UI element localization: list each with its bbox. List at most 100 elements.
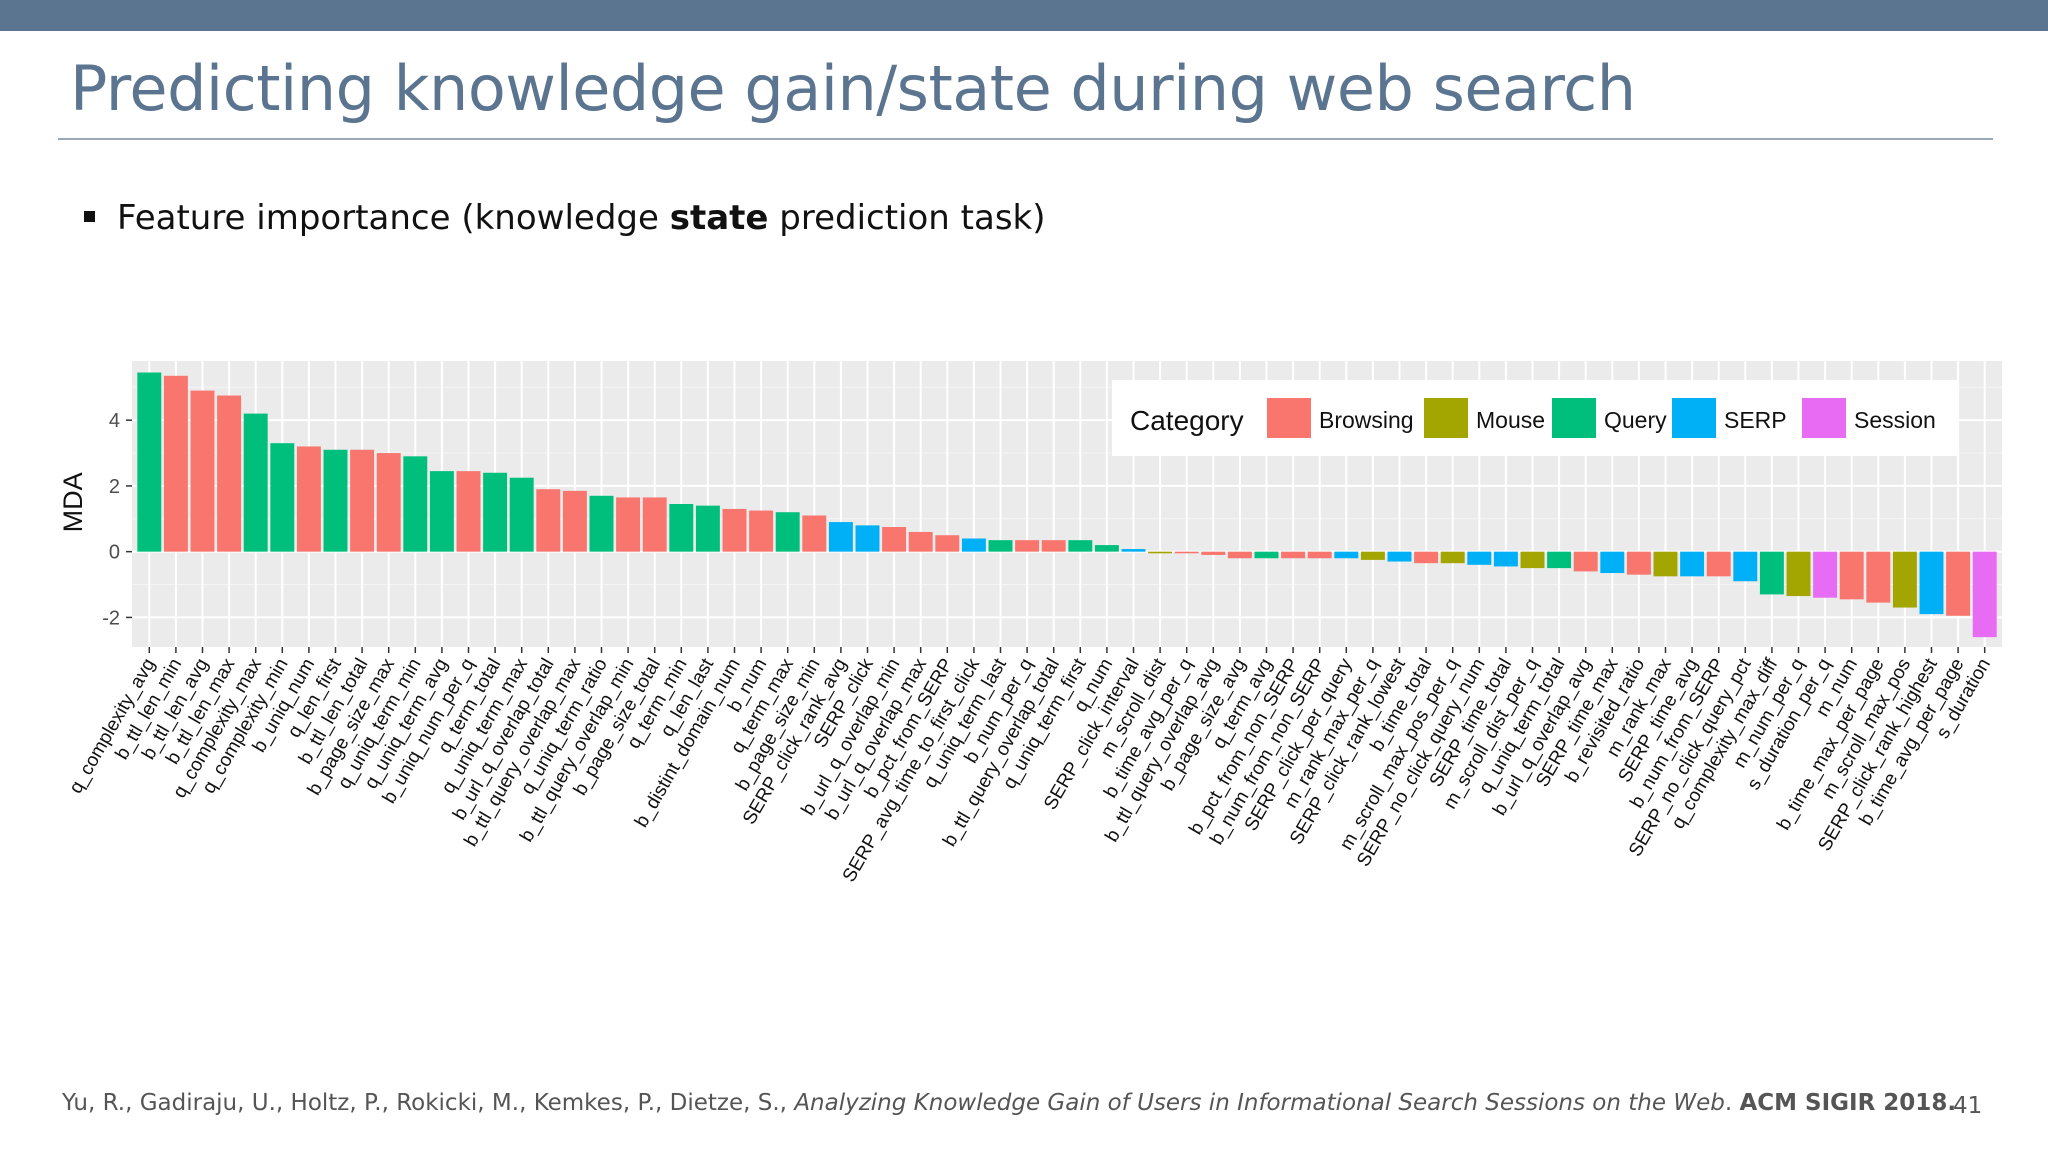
legend-key-browsing xyxy=(1267,398,1311,438)
legend-key-mouse xyxy=(1424,398,1468,438)
bar-b_ttl_len_min xyxy=(163,375,188,552)
bar-b_pct_from_non_SERP xyxy=(1281,551,1306,559)
bar-b_page_size_min xyxy=(802,515,827,552)
bullet-item: Feature importance (knowledge state pred… xyxy=(84,198,1046,238)
citation-authors: Yu, R., Gadiraju, U., Holtz, P., Rokicki… xyxy=(62,1090,795,1116)
bar-SERP_avg_time_to_first_click xyxy=(961,538,986,552)
citation-title: Analyzing Knowledge Gain of Users in Inf… xyxy=(794,1090,1725,1116)
legend-label-query: Query xyxy=(1604,407,1667,433)
citation-separator: . xyxy=(1724,1090,1740,1116)
legend-label-mouse: Mouse xyxy=(1476,407,1545,433)
bar-s_duration_per_q xyxy=(1813,551,1838,598)
y-tick-label: 2 xyxy=(109,476,120,498)
legend-title: Category xyxy=(1130,405,1244,436)
bar-SERP_time_max xyxy=(1600,551,1625,574)
bar-b_ttl_query_overlap_avg xyxy=(1201,551,1226,555)
bar-SERP_time_avg xyxy=(1680,551,1705,577)
bar-b_url_q_overlap_max xyxy=(908,531,933,552)
bar-q_complexity_max_diff xyxy=(1759,551,1784,595)
bullet-text-bold: state xyxy=(669,198,769,238)
bar-b_num_per_q xyxy=(1015,540,1040,552)
legend-key-session xyxy=(1802,398,1846,438)
bar-b_uniq_num_per_q xyxy=(456,471,481,552)
bar-b_page_size_total xyxy=(642,497,667,552)
bar-b_time_avg_per_page xyxy=(1946,551,1971,616)
bar-q_complexity_max xyxy=(243,413,268,552)
bar-q_term_max xyxy=(775,512,800,552)
bar-q_uniq_term_total xyxy=(1547,551,1572,569)
bar-q_uniq_term_ratio xyxy=(589,495,614,552)
bar-b_ttl_len_max xyxy=(217,395,242,552)
bar-m_scroll_dist xyxy=(1148,551,1173,554)
bar-SERP_click_per_query xyxy=(1334,551,1359,559)
bar-q_uniq_term_first xyxy=(1068,540,1093,552)
bar-b_page_size_max xyxy=(376,453,401,552)
bar-q_len_last xyxy=(695,505,720,552)
bar-SERP_click_rank_lowest xyxy=(1387,551,1412,562)
bar-m_scroll_max_pos_per_q xyxy=(1440,551,1465,564)
legend-label-session: Session xyxy=(1854,407,1936,433)
bar-q_uniq_term_avg xyxy=(429,471,454,552)
bar-q_term_avg xyxy=(1254,551,1279,559)
bar-b_time_avg_per_q xyxy=(1174,551,1199,554)
bar-q_complexity_avg xyxy=(137,372,162,552)
bar-b_url_q_overlap_avg xyxy=(1573,551,1598,572)
bar-SERP_time_total xyxy=(1493,551,1518,567)
bar-q_uniq_term_max xyxy=(509,477,534,552)
bar-q_term_min xyxy=(669,504,694,552)
page-number: 41 xyxy=(1953,1093,1983,1119)
bar-b_pct_from_SERP xyxy=(935,535,960,552)
bar-b_num_from_SERP xyxy=(1706,551,1731,577)
bar-b_revisited_ratio xyxy=(1626,551,1651,575)
bar-b_time_total xyxy=(1414,551,1439,564)
bar-b_num_from_non_SERP xyxy=(1307,551,1332,559)
bar-b_url_q_overlap_min xyxy=(882,527,907,552)
bullet-text-pre: Feature importance (knowledge xyxy=(117,198,670,238)
feature-importance-chart: -2024MDAq_complexity_avgb_ttl_len_minb_t… xyxy=(58,361,2002,886)
bar-b_ttl_query_overlap_total xyxy=(1041,540,1066,552)
bar-q_term_total xyxy=(483,472,508,552)
bar-b_ttl_query_overlap_min xyxy=(616,497,641,552)
slide-title: Predicting knowledge gain/state during w… xyxy=(70,52,1636,125)
bar-m_rank_max xyxy=(1653,551,1678,577)
legend-key-serp xyxy=(1672,398,1716,438)
bar-SERP_click xyxy=(855,525,880,552)
legend-label-browsing: Browsing xyxy=(1319,407,1414,433)
bar-SERP_no_click_query_num xyxy=(1467,551,1492,565)
y-axis-label: MDA xyxy=(58,472,88,532)
bar-m_num xyxy=(1839,551,1864,600)
bar-m_scroll_dist_per_q xyxy=(1520,551,1545,569)
bar-q_num xyxy=(1094,545,1119,552)
bullet-marker-icon xyxy=(84,211,95,222)
bar-b_ttl_len_avg xyxy=(190,390,215,552)
bar-b_url_q_overlap_total xyxy=(536,489,561,552)
top-bar xyxy=(0,0,2048,31)
y-tick-label: 4 xyxy=(109,410,120,432)
bar-m_scroll_max_pos xyxy=(1892,551,1917,608)
bar-b_ttl_query_overlap_max xyxy=(562,490,587,552)
bar-m_num_per_q xyxy=(1786,551,1811,597)
bar-SERP_click_rank_highest xyxy=(1919,551,1944,615)
legend-label-serp: SERP xyxy=(1724,407,1787,433)
bar-s_duration xyxy=(1972,551,1997,638)
y-tick-label: 0 xyxy=(109,542,120,564)
bar-q_uniq_term_last xyxy=(988,540,1013,552)
title-divider xyxy=(58,138,1993,140)
bar-b_ttl_len_total xyxy=(350,449,375,552)
y-tick-label: -2 xyxy=(102,607,120,629)
citation-venue: ACM SIGIR 2018. xyxy=(1739,1090,1957,1116)
citation-footer: Yu, R., Gadiraju, U., Holtz, P., Rokicki… xyxy=(62,1090,1956,1116)
bar-b_time_max_per_page xyxy=(1866,551,1891,603)
bar-SERP_no_click_query_pct xyxy=(1733,551,1758,582)
bar-b_page_size_avg xyxy=(1227,551,1252,559)
bar-b_num xyxy=(749,510,774,552)
bar-SERP_click_interval xyxy=(1121,549,1146,552)
bar-q_len_first xyxy=(323,449,348,552)
bullet-text-post: prediction task) xyxy=(768,198,1046,238)
bar-q_complexity_min xyxy=(270,443,295,552)
bar-b_uniq_num xyxy=(296,446,321,552)
bar-b_distint_domain_num xyxy=(722,508,747,552)
bar-m_rank_max_per_q xyxy=(1360,551,1385,560)
legend-key-query xyxy=(1552,398,1596,438)
bar-q_uniq_term_min xyxy=(403,456,428,552)
